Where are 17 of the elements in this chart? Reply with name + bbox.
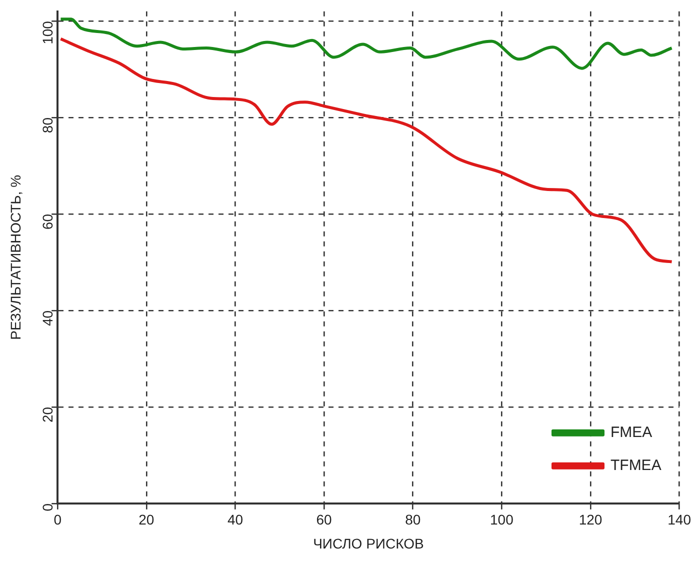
y-tick-label: 80 (39, 117, 56, 134)
x-tick-label: 20 (138, 512, 154, 528)
x-tick-label: 80 (405, 512, 421, 528)
y-tick-label: 40 (39, 310, 56, 326)
y-axis-title: РЕЗУЛЬТАТИВНОСТЬ, % (7, 174, 24, 340)
x-tick-label: 60 (316, 512, 332, 528)
x-tick-label: 40 (227, 512, 244, 528)
x-tick-label: 100 (490, 512, 514, 528)
x-tick-label: 140 (668, 512, 692, 528)
legend-label: TFMEA (610, 457, 662, 474)
legend-label: FMEA (610, 424, 652, 442)
y-tick-label: 100 (39, 20, 56, 44)
x-axis-title: ЧИСЛО РИСКОВ (313, 535, 424, 552)
y-tick-label: 0 (39, 503, 56, 512)
y-tick-label: 60 (39, 214, 56, 230)
y-tick-label: 20 (39, 406, 56, 423)
x-tick-label: 120 (578, 512, 602, 528)
